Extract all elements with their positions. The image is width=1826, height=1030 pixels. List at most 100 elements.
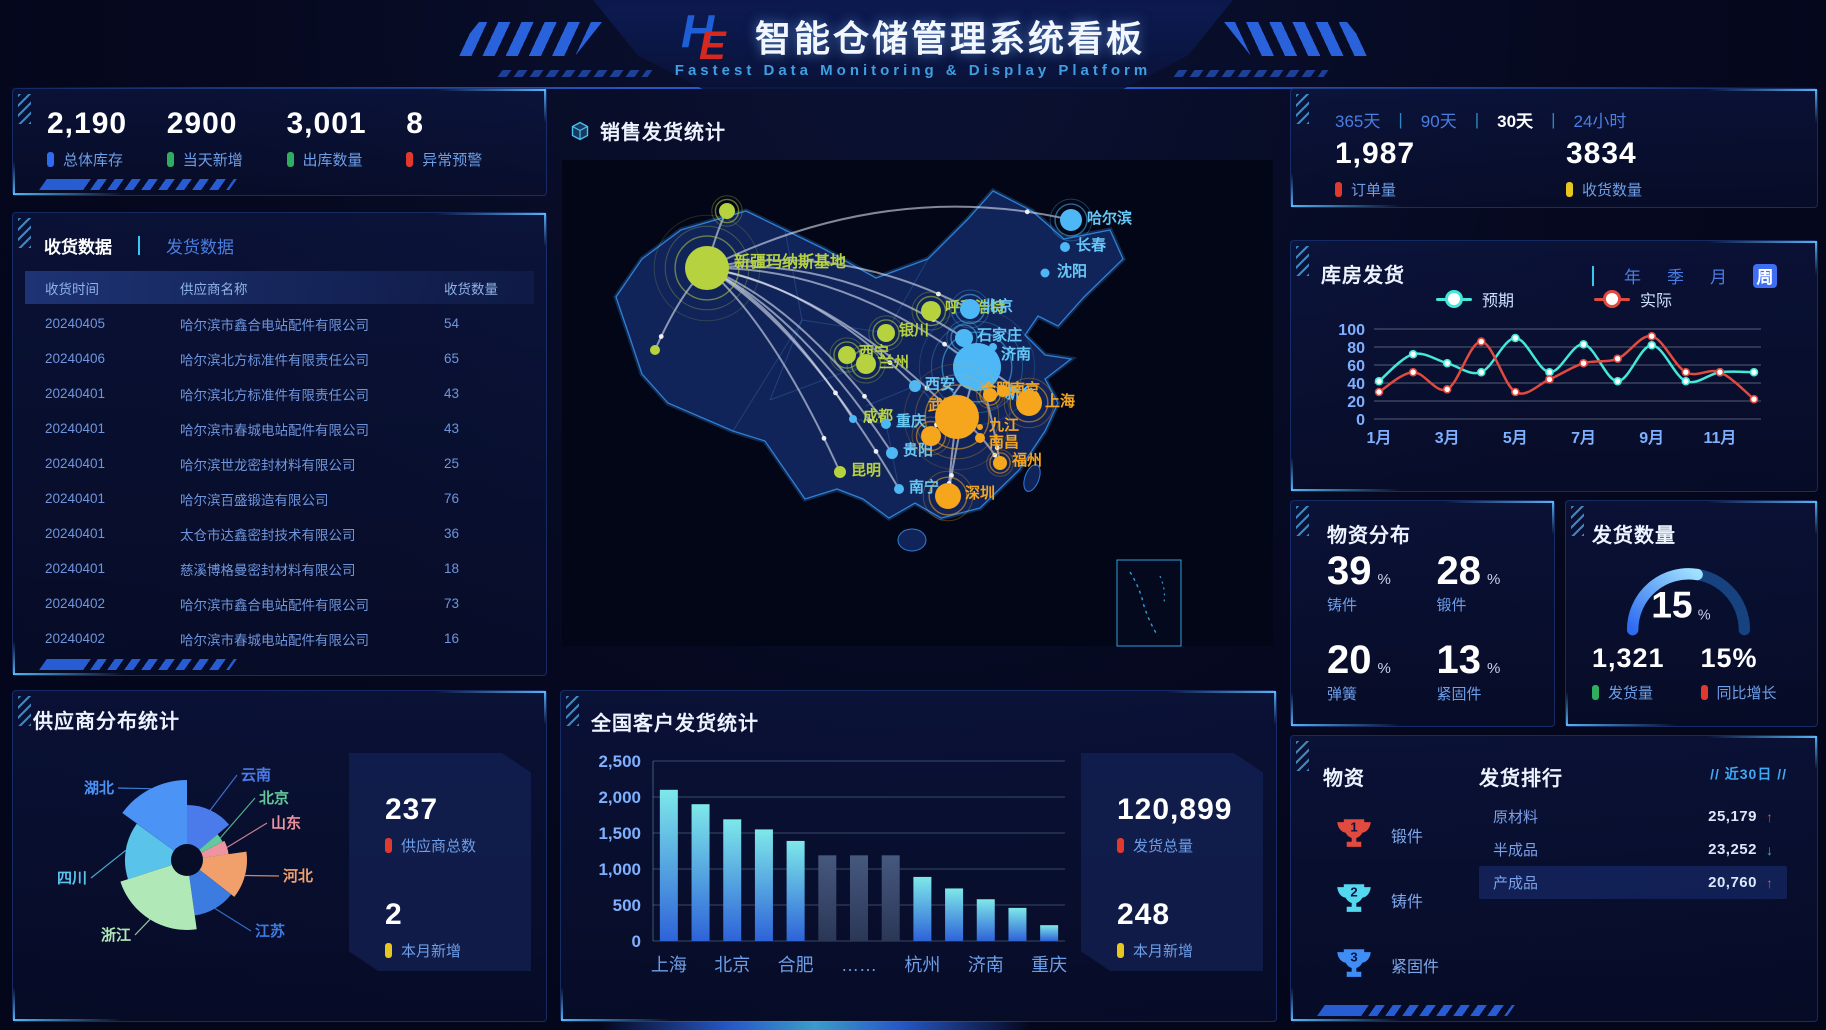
material-item: 28% 锻件 xyxy=(1437,549,1547,632)
tab-separator: | xyxy=(1551,109,1556,129)
tab-separator xyxy=(138,236,140,255)
stat-label: 发货总量 xyxy=(1117,835,1263,856)
stat-label: 同比增长 xyxy=(1700,682,1810,703)
trophy-item: 3 紧固件 xyxy=(1335,932,1439,997)
legend-label: 实际 xyxy=(1640,293,1673,310)
time-range-tab[interactable]: 24小时 xyxy=(1573,112,1627,131)
svg-text:上海: 上海 xyxy=(1045,392,1075,410)
logo-letter-h: H xyxy=(680,5,715,57)
svg-text:60: 60 xyxy=(1347,358,1365,375)
svg-text:贵阳: 贵阳 xyxy=(903,441,933,459)
stat-value: 2,190 xyxy=(47,107,128,140)
period-tab[interactable]: 季 xyxy=(1667,268,1684,287)
cube-icon xyxy=(571,121,589,140)
svg-text:20: 20 xyxy=(1347,394,1365,411)
data-tab[interactable]: 收货数据 xyxy=(44,238,112,257)
rank-rows: 原材料 25,179 ↑ 半成品 23,252 ↓ 产成品 20,760 ↑ xyxy=(1479,800,1787,899)
rank-value: 25,179 xyxy=(1708,808,1757,825)
stat-pill xyxy=(1117,838,1124,853)
national-shipment-panel: 全国客户发货统计 0 500 1,000 1,500 2,000 2,500 上海 北京 合肥 …… xyxy=(560,690,1277,1022)
rank-name: 原材料 xyxy=(1493,809,1539,826)
rank-value: 23,252 xyxy=(1708,841,1757,858)
material-percent: 28% xyxy=(1436,549,1501,593)
tab-separator: | xyxy=(1398,109,1403,129)
stat-label-text: 本月新增 xyxy=(401,943,462,960)
time-range-tab[interactable]: 90天 xyxy=(1420,112,1457,131)
stat-item: 1,987 订单量 xyxy=(1335,137,1566,200)
order-stats: 1,987 订单量 3834 收货数量 xyxy=(1335,137,1797,200)
rank-value: 20,760 xyxy=(1708,874,1757,891)
stat-pill xyxy=(1592,685,1599,700)
svg-text:四川: 四川 xyxy=(57,870,87,887)
svg-text:上海: 上海 xyxy=(651,955,687,975)
sales-shipping-map-panel: 销售发货统计 新疆玛纳斯基地哈尔滨长春沈阳呼和浩特北京石家庄济南新乡银川西宁兰州… xyxy=(560,100,1275,674)
stat-item: 237 供应商总数 xyxy=(385,793,531,856)
data-tab[interactable]: 发货数据 xyxy=(166,238,234,257)
shipment-gauge-chart: 15% xyxy=(1626,568,1751,636)
period-tab[interactable]: 年 xyxy=(1624,268,1641,287)
material-label: 紧固件 xyxy=(1436,685,1482,703)
legend-item: 实际 xyxy=(1594,287,1672,311)
period-tab[interactable]: 周 xyxy=(1753,263,1777,288)
rank-name: 产成品 xyxy=(1493,875,1539,892)
svg-text:南宁: 南宁 xyxy=(909,478,939,496)
svg-text:北京: 北京 xyxy=(983,297,1013,315)
header-slash-decoration-left xyxy=(452,22,602,56)
table-cell: 20240401 xyxy=(45,491,106,506)
rank-row: 产成品 20,760 ↑ xyxy=(1479,866,1787,899)
stat-label: 异常预警 xyxy=(406,149,526,170)
stat-item: 1,321 发货量 xyxy=(1592,643,1701,703)
tab-separator: | xyxy=(1474,109,1480,129)
time-range-tab[interactable]: 365天 xyxy=(1335,112,1381,131)
svg-text:新疆玛纳斯基地: 新疆玛纳斯基地 xyxy=(734,252,846,271)
trophy-label: 铸件 xyxy=(1391,893,1424,911)
legend-label: 预期 xyxy=(1481,293,1514,310)
svg-text:2,500: 2,500 xyxy=(598,752,641,771)
trophy-icon: 2 xyxy=(1337,884,1371,912)
column-header: 收货数量 xyxy=(444,281,498,297)
material-grid: 39% 铸件 28% 锻件 20% 弹簧 13% 紧固件 xyxy=(1327,549,1546,720)
svg-text:西安: 西安 xyxy=(925,375,955,393)
material-item: 13% 紧固件 xyxy=(1437,638,1547,721)
trophy-icon: 3 xyxy=(1337,949,1371,977)
stat-item: 248 本月新增 xyxy=(1117,898,1263,961)
table-cell: 哈尔滨百盛锻造有限公司 xyxy=(180,492,329,508)
svg-text:哈尔滨: 哈尔滨 xyxy=(1087,209,1132,227)
svg-text:1: 1 xyxy=(1350,820,1357,835)
period-tabs: 年季月周 xyxy=(1592,263,1777,288)
table-cell: 18 xyxy=(444,561,460,576)
header-subtitle: Fastest Data Monitoring & Display Platfo… xyxy=(674,62,1152,79)
time-range-tab[interactable]: 30天 xyxy=(1497,112,1534,131)
svg-text:7月: 7月 xyxy=(1571,429,1596,447)
svg-text:深圳: 深圳 xyxy=(965,484,995,502)
stat-label-text: 异常预警 xyxy=(422,152,483,169)
stat-label-text: 订单量 xyxy=(1351,182,1397,199)
table-cell: 哈尔滨北方标准件有限责任公司 xyxy=(180,352,369,368)
period-tab[interactable]: 月 xyxy=(1710,268,1727,287)
stat-label-text: 发货总量 xyxy=(1133,838,1194,855)
svg-text:1,500: 1,500 xyxy=(598,824,641,843)
rank-name: 半成品 xyxy=(1493,842,1539,859)
legend-marker xyxy=(1435,293,1472,305)
legend-dot xyxy=(1447,293,1460,305)
svg-text:长春: 长春 xyxy=(1076,236,1106,254)
svg-text:……: …… xyxy=(841,955,877,975)
stat-pill xyxy=(406,152,414,167)
table-cell: 20240401 xyxy=(45,456,106,471)
legend-dot xyxy=(1606,293,1618,305)
stat-pill xyxy=(385,943,392,958)
svg-text:40: 40 xyxy=(1347,376,1365,393)
table-cell: 16 xyxy=(444,631,460,646)
material-distribution-panel: 物资分布 39% 铸件 28% 锻件 20% 弹簧 13% 紧固件 xyxy=(1290,500,1555,727)
svg-text:重庆: 重庆 xyxy=(1031,955,1067,975)
shipping-rank-panel: 物资 发货排行 // 近30日 // 1 锻件 2 铸件 3 紧固件 原材料 25,179 ↑… xyxy=(1290,735,1818,1022)
stat-label: 出库数量 xyxy=(286,149,407,170)
table-body: 20240405 哈尔滨市鑫合电站配件有限公司 54 20240406 哈尔滨北方标准件… xyxy=(25,306,534,653)
svg-text:山东: 山东 xyxy=(271,814,301,832)
warehouse-shipping-panel: 库房发货 年 季 月 周 预期 实际 0 20 40 60 80 100 1月 3月 5月 7月 9月 11月 xyxy=(1290,240,1818,492)
rank-row: 半成品 23,252 ↓ xyxy=(1479,833,1787,866)
stat-label: 本月新增 xyxy=(1117,940,1263,961)
svg-text:银川: 银川 xyxy=(899,321,929,339)
svg-text:杭州: 杭州 xyxy=(904,955,940,975)
stat-label: 收货数量 xyxy=(1566,179,1797,200)
